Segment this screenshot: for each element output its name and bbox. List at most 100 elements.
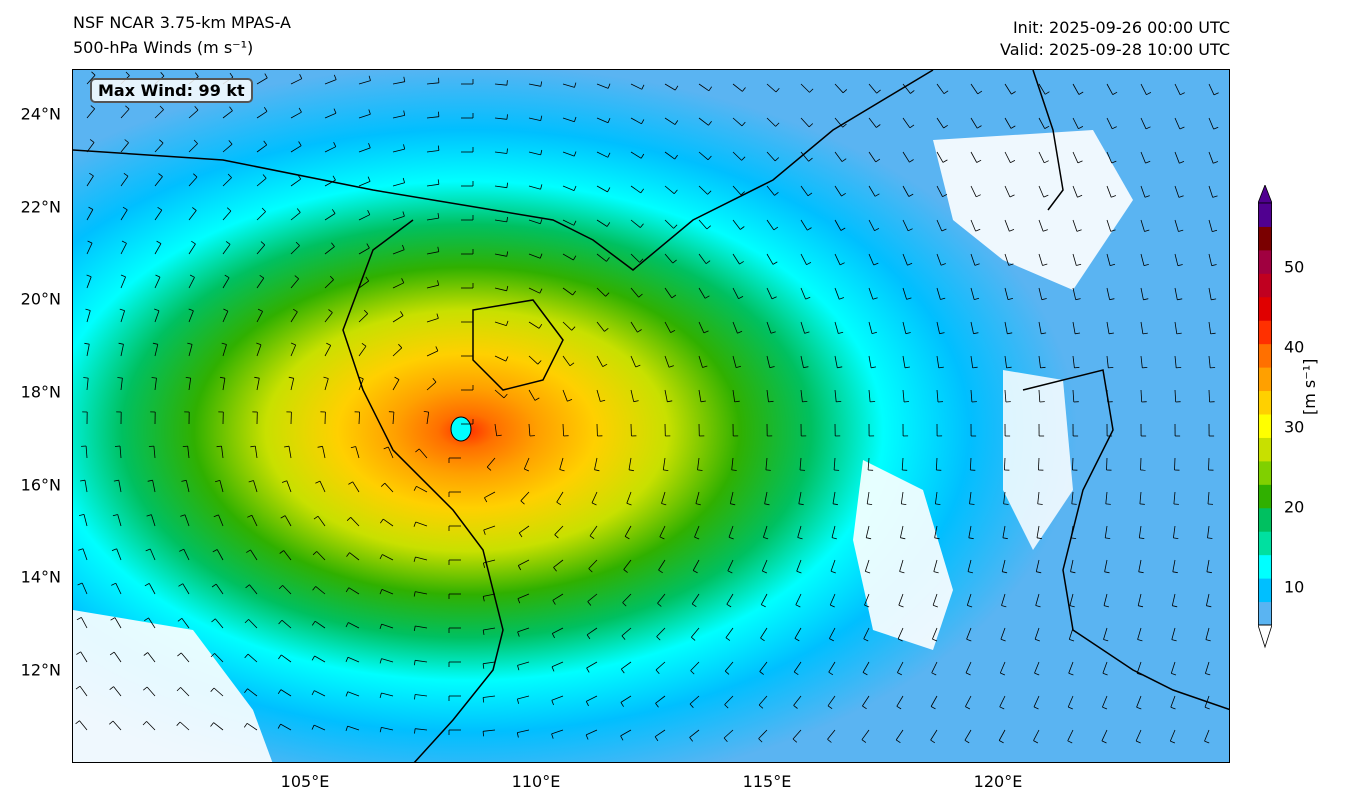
- wind-barb-flag: [640, 188, 645, 194]
- wind-barb: [426, 183, 439, 187]
- wind-barb: [902, 185, 910, 197]
- wind-barb-flag: [1104, 571, 1110, 574]
- wind-barb: [182, 583, 190, 595]
- wind-barb: [725, 627, 734, 638]
- wind-barb: [800, 185, 809, 197]
- colorbar-segment: [1258, 273, 1272, 298]
- wind-barb: [392, 315, 404, 323]
- wind-barb-flag: [670, 329, 676, 333]
- wind-barb: [936, 389, 939, 403]
- wind-barb: [120, 209, 128, 221]
- colorbar-segment: [1258, 367, 1272, 392]
- wind-barb-flag: [905, 332, 911, 335]
- wind-barb-flag: [551, 700, 554, 706]
- wind-barb-flag: [586, 667, 590, 673]
- wind-barb: [799, 457, 802, 471]
- wind-barb-flag: [109, 651, 115, 656]
- wind-barb: [630, 219, 641, 228]
- wind-barb-flag: [280, 515, 286, 519]
- wind-barb-flag: [84, 342, 90, 345]
- wind-barb-flag: [1180, 92, 1185, 96]
- wind-barb: [1140, 287, 1144, 300]
- wind-barb: [518, 559, 530, 566]
- wind-barb: [1072, 457, 1074, 471]
- wind-barb-flag: [177, 617, 183, 622]
- wind-barb: [1206, 559, 1210, 572]
- wind-barb-flag: [1075, 298, 1081, 301]
- wind-barb-flag: [972, 366, 978, 369]
- wind-barb: [1038, 389, 1041, 403]
- wind-barb: [1003, 491, 1006, 504]
- colorbar-tick: 10: [1284, 577, 1305, 597]
- wind-barb: [586, 661, 598, 669]
- wind-barb: [732, 321, 738, 334]
- wind-barb: [254, 446, 258, 459]
- wind-barb: [222, 344, 227, 357]
- wind-barb: [936, 219, 943, 232]
- wind-barb: [494, 219, 507, 223]
- wind-barb: [586, 695, 598, 702]
- wind-barb: [970, 287, 975, 300]
- wind-barb: [1208, 457, 1210, 471]
- wind-barb-flag: [517, 565, 522, 571]
- wind-barb-flag: [1137, 639, 1143, 642]
- wind-barb: [834, 389, 837, 402]
- wind-barb: [1137, 627, 1142, 640]
- wind-barb-flag: [1006, 366, 1012, 369]
- wind-barb-flag: [1178, 229, 1184, 232]
- wind-barb: [392, 215, 405, 221]
- wind-barb: [732, 151, 742, 161]
- wind-barb: [280, 689, 292, 697]
- wind-barb: [1106, 321, 1110, 334]
- wind-barb-flag: [261, 207, 266, 212]
- wind-barb: [797, 525, 802, 538]
- wind-barb: [1102, 661, 1108, 674]
- wind-barb-flag: [345, 725, 348, 732]
- wind-barb-flag: [1034, 638, 1040, 642]
- wind-barb: [1106, 389, 1109, 403]
- wind-barb-flag: [1213, 126, 1219, 130]
- wind-barb-flag: [1102, 672, 1108, 676]
- wind-barb: [188, 210, 197, 221]
- wind-barb: [1205, 627, 1210, 640]
- wind-barb-flag: [483, 562, 485, 568]
- wind-barb: [1174, 253, 1179, 266]
- wind-barb-flag: [908, 193, 914, 197]
- wind-barb: [116, 548, 122, 561]
- wind-barb: [868, 185, 876, 197]
- wind-barb-flag: [210, 722, 214, 727]
- wind-barb-flag: [257, 308, 263, 312]
- wind-barb: [596, 355, 604, 367]
- wind-barb: [1140, 389, 1143, 403]
- wind-barb: [698, 151, 709, 161]
- valid-time: Valid: 2025-09-28 10:00 UTC: [999, 40, 1230, 59]
- wind-barb: [1004, 287, 1009, 300]
- wind-barb: [81, 582, 88, 595]
- wind-barb: [596, 287, 606, 297]
- wind-barb: [483, 695, 496, 698]
- wind-barb-flag: [674, 154, 678, 160]
- wind-barb: [664, 253, 674, 264]
- wind-barb: [1072, 389, 1075, 403]
- wind-barb: [999, 695, 1006, 707]
- wind-barb: [868, 151, 877, 163]
- wind-barb-flag: [437, 213, 440, 219]
- wind-barb-flag: [727, 570, 733, 574]
- wind-barb-flag: [176, 721, 181, 726]
- wind-barb-flag: [1170, 740, 1176, 744]
- wind-barb-flag: [708, 86, 713, 92]
- wind-barb-flag: [86, 274, 92, 278]
- wind-barb: [698, 219, 708, 230]
- wind-barb: [793, 695, 802, 706]
- wind-barb-flag: [638, 293, 643, 298]
- wind-barb: [426, 116, 439, 119]
- map-title: NSF NCAR 3.75-km MPAS-A: [73, 13, 291, 32]
- wind-barb: [1067, 729, 1074, 741]
- wind-barb: [866, 491, 870, 504]
- wind-barb-flag: [569, 362, 575, 367]
- wind-barb: [562, 423, 564, 437]
- wind-barb: [1208, 219, 1213, 232]
- wind-barb-flag: [876, 124, 881, 128]
- wind-barb: [1135, 729, 1142, 742]
- wind-barb: [1140, 355, 1143, 368]
